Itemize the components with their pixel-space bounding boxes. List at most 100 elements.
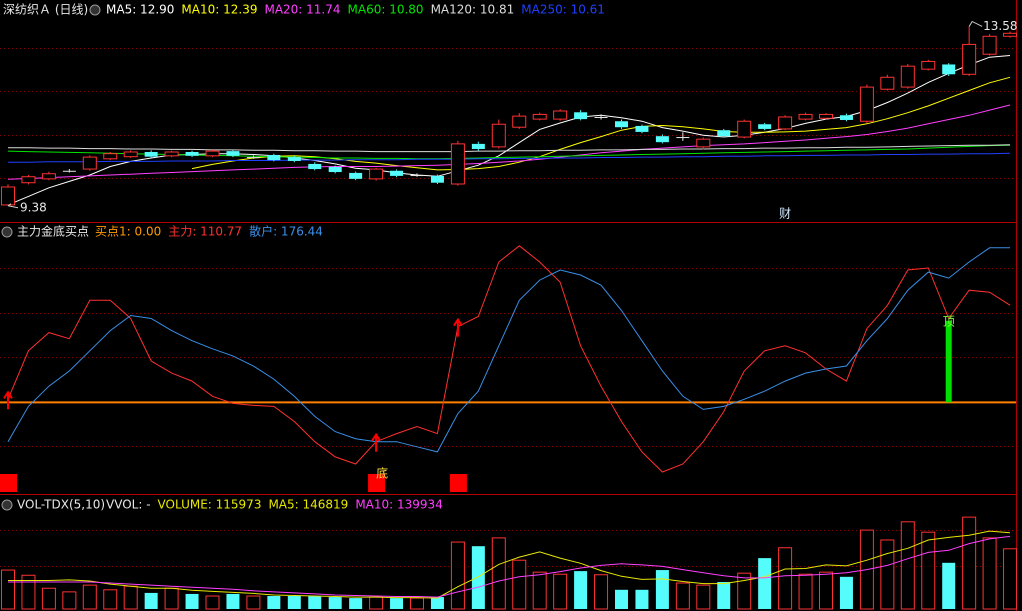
volume-ma-line [8, 535, 1011, 598]
max-label: 13.58 [983, 19, 1017, 33]
candle-body [962, 43, 977, 75]
candle-body [491, 123, 506, 148]
volume-bar [594, 574, 609, 610]
volume-bar [635, 589, 649, 609]
chart-title: VOL-TDX(5,10) [17, 498, 105, 512]
volume-bar [839, 576, 853, 609]
candle-body [1003, 32, 1018, 37]
candle-body [635, 125, 649, 132]
candle-body [655, 136, 669, 143]
legend-entry: MA5: 146819 [268, 498, 348, 512]
ma-line [8, 144, 1011, 153]
volume-bar [574, 571, 588, 609]
ma-line [8, 152, 1011, 163]
buy-square [368, 474, 386, 492]
volume-bar [532, 571, 547, 610]
min-label: 9.38 [20, 200, 47, 214]
legend-entry: MA10: 12.39 [181, 3, 257, 17]
volume-bar [1003, 548, 1018, 610]
candle-body [144, 151, 158, 157]
volume-bar [778, 547, 793, 610]
buy-square [0, 474, 17, 492]
volume-bar [308, 596, 322, 609]
volume-bar [471, 546, 485, 609]
candle-body [21, 176, 36, 184]
volume-bar [164, 587, 179, 610]
volume-bar [226, 593, 240, 609]
legend-entry: MA10: 139934 [355, 498, 443, 512]
candle-body [287, 157, 301, 161]
candle-body [615, 121, 628, 128]
volume-bar [450, 541, 465, 610]
volume-bar [615, 589, 628, 609]
candle-body [390, 170, 404, 176]
event-marker: 财 [779, 207, 791, 221]
volume-bar [921, 531, 936, 610]
volume-bar [982, 537, 997, 610]
volume-ma-line [8, 530, 1011, 599]
candle-body [410, 175, 424, 177]
top-bar [945, 320, 952, 403]
candle-body [696, 138, 711, 148]
candle-body [430, 175, 444, 183]
candle-body [41, 173, 56, 180]
volume-bar [430, 597, 444, 609]
candle-body [369, 168, 384, 180]
legend-entry: 主力: 110.77 [168, 225, 242, 239]
menu-icon[interactable] [1, 226, 13, 238]
candle-body [532, 113, 547, 120]
volume-bar [675, 582, 690, 610]
candle-body [185, 151, 199, 156]
candle-body [798, 113, 813, 120]
candle-body [164, 151, 179, 157]
volume-bar [144, 592, 158, 609]
volume-bar [82, 584, 97, 610]
legend-entry: 散户: 176.44 [249, 224, 323, 239]
candle-body [737, 120, 752, 138]
legend-entry: MA5: 12.90 [106, 3, 174, 17]
legend-entry: 买点1: 0.00 [95, 225, 161, 239]
volume-bar [123, 585, 138, 610]
candle-body [553, 110, 568, 120]
volume-bar [103, 589, 118, 610]
volume-bar [267, 596, 281, 609]
volume-bar [1, 569, 15, 610]
buy-arrow [3, 390, 13, 410]
volume-bar [880, 539, 895, 610]
menu-icon[interactable] [89, 4, 101, 16]
buy-square [449, 474, 467, 492]
volume-bar [287, 596, 301, 609]
volume-bar [819, 571, 833, 610]
candle-body [246, 157, 260, 159]
candle-body [778, 116, 793, 130]
candle-body [839, 115, 853, 120]
volume-bar [655, 570, 669, 609]
volume-bar [717, 582, 731, 609]
candle-body [308, 163, 322, 170]
volume-bar [349, 598, 363, 609]
volume-bar [390, 598, 404, 609]
candle-body [758, 124, 772, 129]
candle-body [819, 113, 833, 119]
volume-bar [41, 587, 56, 610]
candle-body [982, 35, 997, 55]
indicator-line [7, 245, 1011, 473]
legend-entry: MA120: 10.81 [431, 3, 515, 17]
menu-icon[interactable] [1, 499, 13, 511]
candle-body [717, 130, 731, 137]
candle-body [123, 151, 138, 158]
candle-body [103, 153, 118, 160]
buy-arrow [453, 317, 463, 337]
legend-entry: MA250: 10.61 [521, 3, 605, 17]
ma-line [7, 104, 1011, 180]
volume-bar [942, 562, 956, 609]
candle-body [594, 116, 608, 118]
candle-body [859, 86, 874, 122]
indicator-line [7, 247, 1011, 453]
chart-title: 深纺织Ａ (日线) [3, 3, 88, 17]
chart-title: 主力金底买点 [17, 224, 89, 239]
volume-bar [900, 521, 915, 610]
